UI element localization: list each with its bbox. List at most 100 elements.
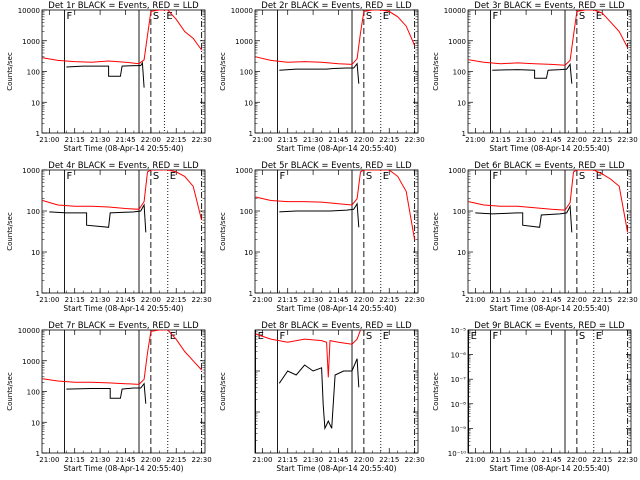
x-tick-label: 21:00: [465, 136, 485, 144]
x-tick-label: 21:45: [115, 136, 135, 144]
event-marker-label: E: [596, 171, 602, 182]
y-tick-label: 10: [244, 99, 253, 107]
y-axis-label: Counts/sec: [432, 52, 440, 91]
y-tick-label: 10: [31, 249, 40, 257]
chart-svg: Det 2r BLACK = Events, RED = LLD 1 10 100 10…: [219, 1, 425, 153]
x-tick-label: 22:00: [567, 456, 587, 464]
event-marker-label: S: [579, 331, 585, 342]
x-tick-label: 22:00: [354, 296, 374, 304]
x-axis-label: Start Time (08-Apr-14 20:55:40): [276, 304, 396, 313]
x-tick-label: 21:15: [278, 296, 298, 304]
x-tick-label: 21:45: [115, 456, 135, 464]
x-tick-label: 21:30: [516, 296, 536, 304]
series-line-lld: [42, 170, 203, 221]
x-tick-label: 21:15: [491, 136, 511, 144]
x-tick-label: 21:00: [252, 296, 272, 304]
x-tick-label: 21:30: [90, 296, 110, 304]
y-tick-label: 1000: [22, 358, 40, 366]
chart-title: Det 1r BLACK = Events, RED = LLD: [48, 1, 199, 11]
x-tick-label: 21:45: [115, 296, 135, 304]
y-tick-label: 1: [462, 130, 466, 138]
y-tick-label: 10: [244, 249, 253, 257]
y-tick-label: 1000: [448, 167, 466, 175]
x-axis-label: Start Time (08-Apr-14 20:55:40): [276, 464, 396, 473]
x-tick-label: 21:45: [328, 136, 348, 144]
event-marker-label: F: [493, 11, 499, 22]
event-marker-label: F: [493, 171, 499, 182]
plot-frame: [254, 9, 419, 134]
series-line-lld: [468, 10, 629, 66]
y-axis-label: Counts/sec: [6, 372, 14, 411]
y-tick-label: 10⁻⁸: [451, 401, 467, 409]
y-tick-label: 10⁻¹⁰: [448, 450, 466, 458]
x-axis-label: Start Time (08-Apr-14 20:55:40): [63, 144, 183, 153]
x-tick-label: 22:15: [592, 456, 612, 464]
y-tick-label: 100: [27, 389, 40, 397]
series-line-lld: [255, 10, 416, 65]
chart-svg: Det 6r BLACK = Events, RED = LLD 1 10 100 10…: [432, 161, 638, 313]
event-marker-label: E: [383, 171, 389, 182]
x-tick-label: 21:15: [278, 456, 298, 464]
x-tick-label: 21:15: [65, 136, 85, 144]
y-tick-label: 1: [462, 290, 466, 298]
x-tick-label: 22:00: [141, 296, 161, 304]
x-tick-label: 21:45: [541, 136, 561, 144]
y-tick-label: 1: [249, 290, 253, 298]
x-tick-label: 21:30: [303, 456, 323, 464]
y-tick-label: 10⁻⁶: [451, 352, 467, 360]
x-tick-label: 22:30: [192, 136, 212, 144]
x-tick-label: 21:15: [65, 456, 85, 464]
chart-title: Det 9r BLACK = Events, RED = LLD: [474, 321, 625, 331]
chart-svg: Det 3r BLACK = Events, RED = LLD 1 10 100 10…: [432, 1, 638, 153]
x-tick-label: 21:45: [541, 456, 561, 464]
y-axis-label: Counts/sec: [432, 212, 440, 251]
x-tick-label: 22:15: [592, 296, 612, 304]
event-marker-label: E: [383, 11, 389, 22]
y-axis-label: Counts/sec: [219, 212, 227, 251]
x-axis-label: Start Time (08-Apr-14 20:55:40): [489, 464, 609, 473]
series-line-events: [49, 203, 147, 233]
x-tick-label: 22:30: [192, 296, 212, 304]
series-line-events: [66, 61, 145, 88]
series-line-lld: [42, 10, 203, 65]
x-tick-label: 22:30: [618, 456, 638, 464]
y-tick-label: 1000: [22, 167, 40, 175]
y-tick-label: 10: [457, 249, 466, 257]
y-tick-label: 100: [453, 208, 466, 216]
x-tick-label: 21:45: [328, 456, 348, 464]
x-tick-label: 22:15: [166, 136, 186, 144]
event-marker-label: E: [596, 11, 602, 22]
event-marker-label: F: [67, 171, 73, 182]
event-marker-label: S: [366, 11, 372, 22]
x-tick-label: 21:30: [516, 456, 536, 464]
x-tick-label: 21:15: [65, 296, 85, 304]
chart-svg: Det 1r BLACK = Events, RED = LLD 1 10 100 10…: [6, 1, 212, 153]
event-marker-label: F: [280, 331, 286, 342]
y-tick-label: 100: [240, 208, 253, 216]
chart-title: Det 2r BLACK = Events, RED = LLD: [261, 1, 412, 11]
series-line-events: [475, 204, 573, 233]
detector-panel: Det 9r BLACK = Events, RED = LLD 10⁻¹⁰ 10⁻…: [426, 320, 639, 480]
x-tick-label: 22:15: [166, 296, 186, 304]
event-marker-label: F: [280, 171, 286, 182]
x-tick-label: 22:00: [354, 136, 374, 144]
x-tick-label: 21:30: [90, 136, 110, 144]
x-tick-label: 21:00: [252, 136, 272, 144]
x-tick-label: 22:30: [405, 456, 425, 464]
y-axis-label: Counts/sec: [6, 52, 14, 91]
plot-frame: [41, 169, 206, 294]
event-marker-label: S: [153, 171, 159, 182]
y-tick-label: 100: [27, 69, 40, 77]
series-line-events: [279, 62, 360, 84]
event-marker-label: E: [383, 331, 389, 342]
y-tick-label: 10000: [231, 7, 253, 15]
series-line-events: [492, 63, 573, 84]
event-marker-label: S: [579, 11, 585, 22]
event-marker-label: S: [153, 11, 159, 22]
x-tick-label: 21:00: [252, 456, 272, 464]
x-tick-label: 21:00: [39, 136, 59, 144]
detector-panel: Det 7r BLACK = Events, RED = LLD 1 10 100 10…: [0, 320, 213, 480]
detector-panel: Det 6r BLACK = Events, RED = LLD 1 10 100 10…: [426, 160, 639, 320]
series-line-lld: [255, 170, 416, 240]
